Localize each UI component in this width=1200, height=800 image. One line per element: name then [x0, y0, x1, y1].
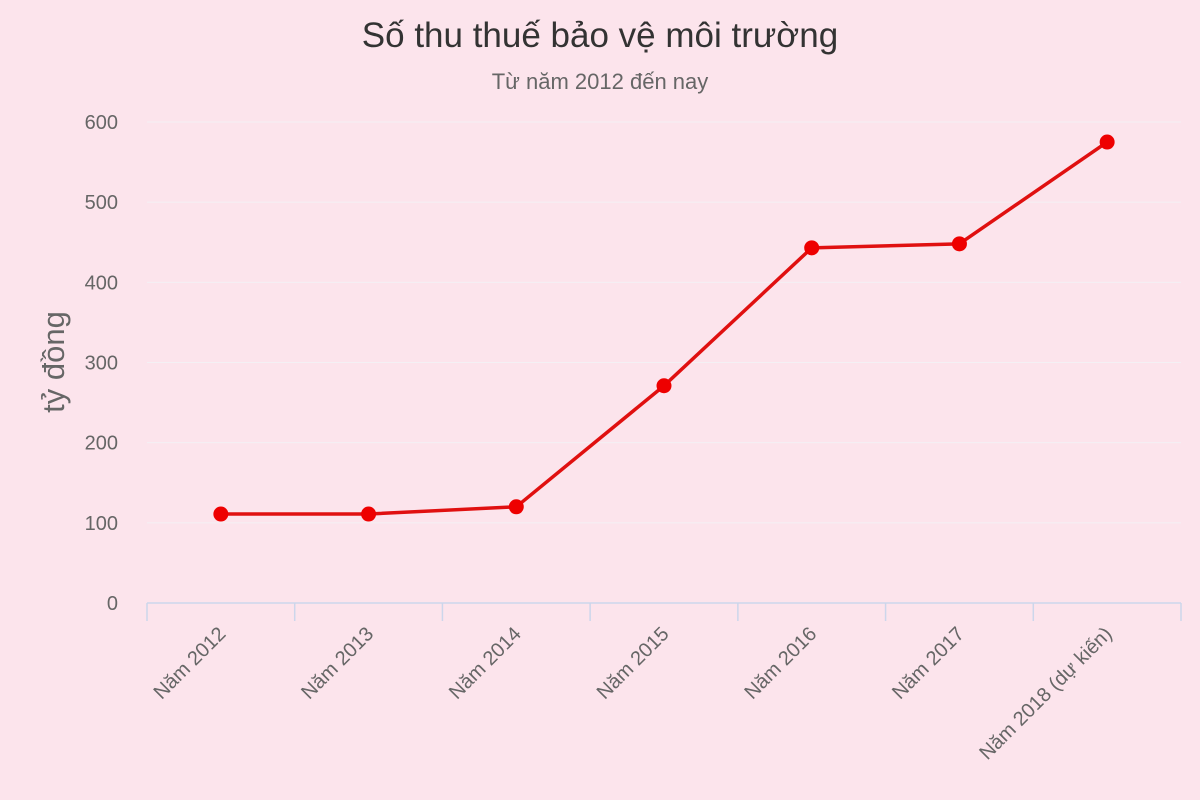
x-tick-label: Năm 2018 (dự kiến) [975, 623, 1116, 764]
y-tick-label: 0 [107, 593, 118, 615]
y-tick-label: 100 [85, 513, 118, 535]
grid-lines [147, 121, 1181, 524]
x-tick-label: Năm 2015 [593, 623, 674, 704]
data-point [361, 506, 377, 522]
y-tick-label: 200 [85, 433, 118, 455]
x-tick-label: Năm 2012 [150, 623, 231, 704]
x-tick-label: Năm 2014 [445, 623, 526, 704]
x-tick-label: Năm 2017 [888, 623, 969, 704]
chart-subtitle: Từ năm 2012 đến nay [492, 69, 709, 94]
chart-title: Số thu thuế bảo vệ môi trường [362, 16, 838, 55]
y-axis-label: tỷ đồng [36, 311, 71, 413]
data-point [804, 240, 820, 256]
x-tick-label: Năm 2013 [297, 623, 378, 704]
y-tick-label: 300 [85, 353, 118, 375]
data-point [951, 236, 967, 252]
data-point [1099, 134, 1115, 150]
data-point [508, 499, 524, 515]
y-axis-ticks: 0 100 200 300 400 500 600 [85, 112, 118, 615]
series [213, 134, 1115, 522]
y-tick-label: 600 [85, 112, 118, 134]
x-axis: Năm 2012 Năm 2013 Năm 2014 Năm 2015 Năm 2016… [146, 602, 1182, 764]
y-tick-label: 400 [85, 272, 118, 294]
x-tick-label: Năm 2016 [740, 623, 821, 704]
data-point [213, 506, 229, 522]
series-line [219, 140, 1109, 516]
data-point [656, 378, 672, 394]
y-tick-label: 500 [85, 192, 118, 214]
